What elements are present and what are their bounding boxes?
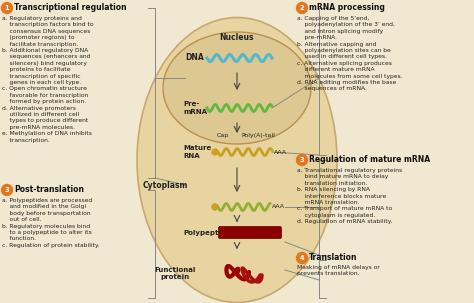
Text: Post-translation: Post-translation xyxy=(14,185,84,195)
Text: a. Capping of the 5’end,
    polyadenylation of the 3’ end,
    and intron splic: a. Capping of the 5’end, polyadenylation… xyxy=(297,16,402,92)
Text: AAA: AAA xyxy=(274,149,287,155)
Text: Masking of mRNA delays or
prevents translation.: Masking of mRNA delays or prevents trans… xyxy=(297,265,380,276)
Text: 3: 3 xyxy=(5,187,9,193)
Text: Mature
RNA: Mature RNA xyxy=(183,145,211,158)
Text: Polypeptide: Polypeptide xyxy=(183,230,231,236)
Text: Pre-
mRNA: Pre- mRNA xyxy=(183,102,207,115)
FancyBboxPatch shape xyxy=(219,227,282,238)
Text: Nucleus: Nucleus xyxy=(220,34,254,42)
Text: Transcriptional regulation: Transcriptional regulation xyxy=(14,4,127,12)
Text: 2: 2 xyxy=(300,5,304,11)
Ellipse shape xyxy=(163,32,311,144)
Text: a. Translational regulatory proteins
    bind mature mRNA to delay
    translati: a. Translational regulatory proteins bin… xyxy=(297,168,402,224)
Circle shape xyxy=(1,2,12,14)
Text: AAA: AAA xyxy=(272,205,285,209)
Text: Cytoplasm: Cytoplasm xyxy=(142,181,188,189)
Text: mRNA processing: mRNA processing xyxy=(309,4,385,12)
Text: Functional
protein: Functional protein xyxy=(155,267,196,279)
Text: DNA: DNA xyxy=(185,54,204,62)
Circle shape xyxy=(297,252,308,264)
Text: 1: 1 xyxy=(5,5,9,11)
Text: a. Polypeptides are processed
    and modified in the Golgi
    body before tran: a. Polypeptides are processed and modifi… xyxy=(2,198,100,248)
Circle shape xyxy=(212,149,218,155)
Text: a. Regulatory proteins and
    transcription factors bind to
    consensus DNA s: a. Regulatory proteins and transcription… xyxy=(2,16,94,143)
Text: 3: 3 xyxy=(300,157,304,163)
Text: Regulation of mature mRNA: Regulation of mature mRNA xyxy=(309,155,430,165)
Text: Poly(A)-tail: Poly(A)-tail xyxy=(241,132,275,138)
Text: 4: 4 xyxy=(300,255,304,261)
Text: Cap: Cap xyxy=(217,132,229,138)
Circle shape xyxy=(1,185,12,195)
Circle shape xyxy=(212,204,218,210)
Circle shape xyxy=(297,2,308,14)
Ellipse shape xyxy=(137,18,337,302)
Text: Translation: Translation xyxy=(309,254,357,262)
Circle shape xyxy=(297,155,308,165)
